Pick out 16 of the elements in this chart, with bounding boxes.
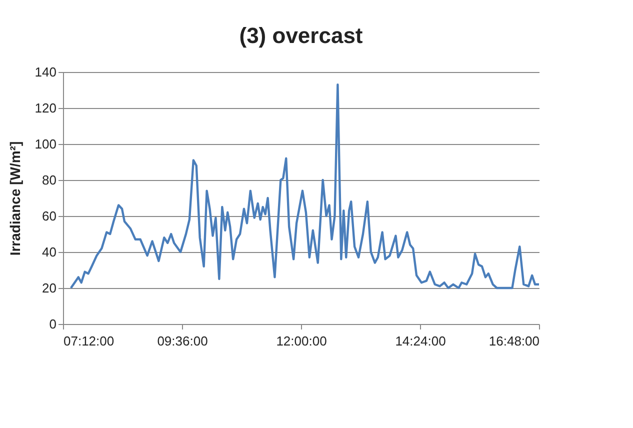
x-tick-label: 12:00:00: [276, 334, 327, 348]
x-tick-label: 16:48:00: [488, 334, 540, 348]
y-tick-label: 0: [49, 316, 56, 332]
y-tick-label: 40: [42, 244, 56, 260]
line-series: [70, 84, 540, 290]
y-tick-label: 20: [42, 280, 56, 296]
y-tick-label: 140: [34, 64, 56, 80]
y-tick-label: 120: [34, 100, 56, 116]
x-tick-label: 09:36:00: [157, 334, 208, 348]
y-tick-label: 60: [42, 208, 56, 224]
y-tick-label: 100: [34, 136, 56, 152]
x-tick-label: 07:12:00: [64, 334, 114, 348]
y-tick-label: 80: [42, 172, 56, 188]
x-tick-label: 14:24:00: [395, 334, 446, 348]
chart-title: (3) overcast: [239, 23, 364, 48]
y-axis-title: Irradiance [W/m²]: [6, 141, 23, 256]
